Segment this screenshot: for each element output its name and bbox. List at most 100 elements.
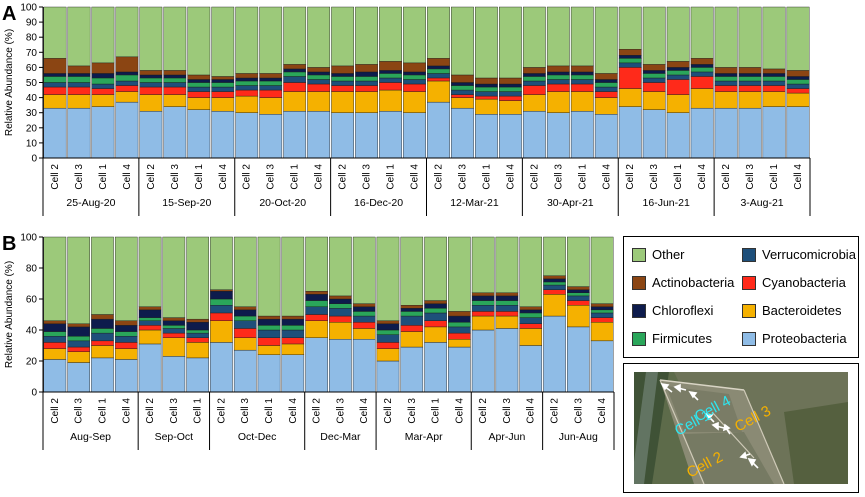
bar-segment-proteobacteria <box>403 112 426 159</box>
bar-segment-verrucomicrobia <box>91 332 114 342</box>
bar-segment-proteobacteria <box>475 114 498 159</box>
bar-segment-verrucomicrobia <box>570 79 594 85</box>
bar-segment-cyanobacteria <box>400 325 424 332</box>
bar-segment-firmicutes <box>138 317 162 321</box>
bar-segment-verrucomicrobia <box>451 89 474 95</box>
bar-segment-cyanobacteria <box>570 83 594 92</box>
bar-segment-other <box>522 6 546 68</box>
bar-segment-bacteroidetes <box>546 91 570 113</box>
bar-segment-cyanobacteria <box>352 322 376 329</box>
x-tick-label: Cell 2 <box>50 398 61 424</box>
bar-segment-other <box>355 6 378 65</box>
site-map: Cell 1 Cell 4 Cell 3 Cell 2 <box>623 363 859 493</box>
bar-segment-verrucomicrobia <box>475 91 498 97</box>
bar-segment-verrucomicrobia <box>43 336 67 343</box>
bar-segment-actinobacteria <box>259 73 283 79</box>
bar-segment-firmicutes <box>424 308 447 314</box>
bar-segment-other <box>762 6 786 70</box>
bar-segment-verrucomicrobia <box>590 312 614 318</box>
bar-segment-proteobacteria <box>786 106 810 159</box>
bar-segment-firmicutes <box>786 79 810 85</box>
bar-segment-other <box>115 6 139 58</box>
bar-segment-proteobacteria <box>495 328 519 393</box>
bar-segment-firmicutes <box>543 281 566 286</box>
bar-segment-chloroflexi <box>283 68 307 73</box>
bar-segment-firmicutes <box>714 76 738 82</box>
bar-segment-chloroflexi <box>329 298 352 304</box>
bar-segment-chloroflexi <box>786 76 810 80</box>
bar-segment-firmicutes <box>570 74 594 80</box>
bar-segment-bacteroidetes <box>499 100 522 115</box>
x-tick-label: Cell 3 <box>407 398 418 424</box>
bar-segment-bacteroidetes <box>570 91 594 112</box>
x-tick-label: Cell 1 <box>98 164 109 190</box>
bar-segment-chloroflexi <box>519 309 543 314</box>
bar-segment-verrucomicrobia <box>786 83 810 89</box>
bar-segment-bacteroidetes <box>186 342 209 359</box>
bar-segment-other <box>329 236 352 297</box>
bar-segment-other <box>519 236 543 307</box>
bar-segment-cyanobacteria <box>91 88 115 95</box>
x-tick-label: Cell 4 <box>288 398 299 424</box>
bar-segment-other <box>352 236 376 304</box>
x-tick-label: Cell 4 <box>121 398 132 424</box>
bar-segment-cyanobacteria <box>427 77 450 82</box>
bar-segment-bacteroidetes <box>519 328 543 346</box>
x-tick-label: Cell 3 <box>240 398 251 424</box>
bar-segment-chloroflexi <box>139 74 163 79</box>
bar-segment-other <box>590 236 614 304</box>
bar-segment-chloroflexi <box>186 322 209 331</box>
x-tick-label: Cell 2 <box>529 164 540 190</box>
bar-segment-chloroflexi <box>499 83 522 88</box>
legend-swatch-other <box>632 247 646 262</box>
bar-segment-other <box>186 236 209 320</box>
bar-segment-chloroflexi <box>495 295 519 301</box>
x-tick-label: Cell 3 <box>573 398 584 424</box>
bar-segment-firmicutes <box>451 85 474 91</box>
bar-segment-cyanobacteria <box>138 325 162 331</box>
bar-segment-cyanobacteria <box>618 67 642 89</box>
bar-segment-proteobacteria <box>690 107 714 159</box>
group-label-sep-oct: Sep-Oct <box>155 431 194 443</box>
bar-segment-other <box>235 6 259 74</box>
x-tick-label: Cell 3 <box>74 398 85 424</box>
legend-label-firmicutes: Firmicutes <box>652 331 712 346</box>
bar-segment-verrucomicrobia <box>186 332 209 338</box>
bar-segment-verrucomicrobia <box>139 82 163 88</box>
bar-segment-chloroflexi <box>67 73 91 77</box>
bar-segment-chloroflexi <box>211 79 235 83</box>
bar-segment-actinobacteria <box>543 275 566 280</box>
x-tick-label: Cell 2 <box>550 398 561 424</box>
bar-segment-bacteroidetes <box>590 322 614 342</box>
bar-segment-chloroflexi <box>427 65 450 70</box>
group-label-oct-dec: Oct-Dec <box>238 431 277 443</box>
x-tick-label: Cell 1 <box>290 164 301 190</box>
bar-segment-proteobacteria <box>567 326 590 393</box>
legend-label-proteobacteria: Proteobacteria <box>762 331 847 346</box>
bar-segment-actinobacteria <box>690 58 714 65</box>
bar-segment-proteobacteria <box>738 107 762 159</box>
bar-segment-chloroflexi <box>233 309 257 317</box>
y-tick-label: 20 <box>26 123 38 134</box>
bar-segment-verrucomicrobia <box>427 73 450 79</box>
bar-segment-other <box>43 6 67 59</box>
bar-segment-verrucomicrobia <box>187 86 211 92</box>
bar-segment-verrucomicrobia <box>281 329 305 338</box>
bar-segment-proteobacteria <box>139 110 163 159</box>
bar-segment-chloroflexi <box>355 71 378 77</box>
bar-segment-other <box>451 6 474 76</box>
bar-segment-bacteroidetes <box>43 348 67 360</box>
bar-segment-chloroflexi <box>91 73 115 79</box>
bar-segment-firmicutes <box>186 329 209 334</box>
bar-segment-verrucomicrobia <box>546 79 570 85</box>
bar-segment-actinobacteria <box>594 73 618 80</box>
bar-segment-other <box>138 236 162 307</box>
x-tick-label: Cell 1 <box>481 164 492 190</box>
bar-segment-firmicutes <box>546 74 570 80</box>
x-tick-label: Cell 1 <box>386 164 397 190</box>
group-label-dec-mar: Dec-Mar <box>320 431 361 443</box>
bar-segment-other <box>67 236 90 325</box>
bar-segment-cyanobacteria <box>471 311 495 317</box>
bar-segment-proteobacteria <box>543 315 566 393</box>
bar-segment-firmicutes <box>519 312 543 318</box>
